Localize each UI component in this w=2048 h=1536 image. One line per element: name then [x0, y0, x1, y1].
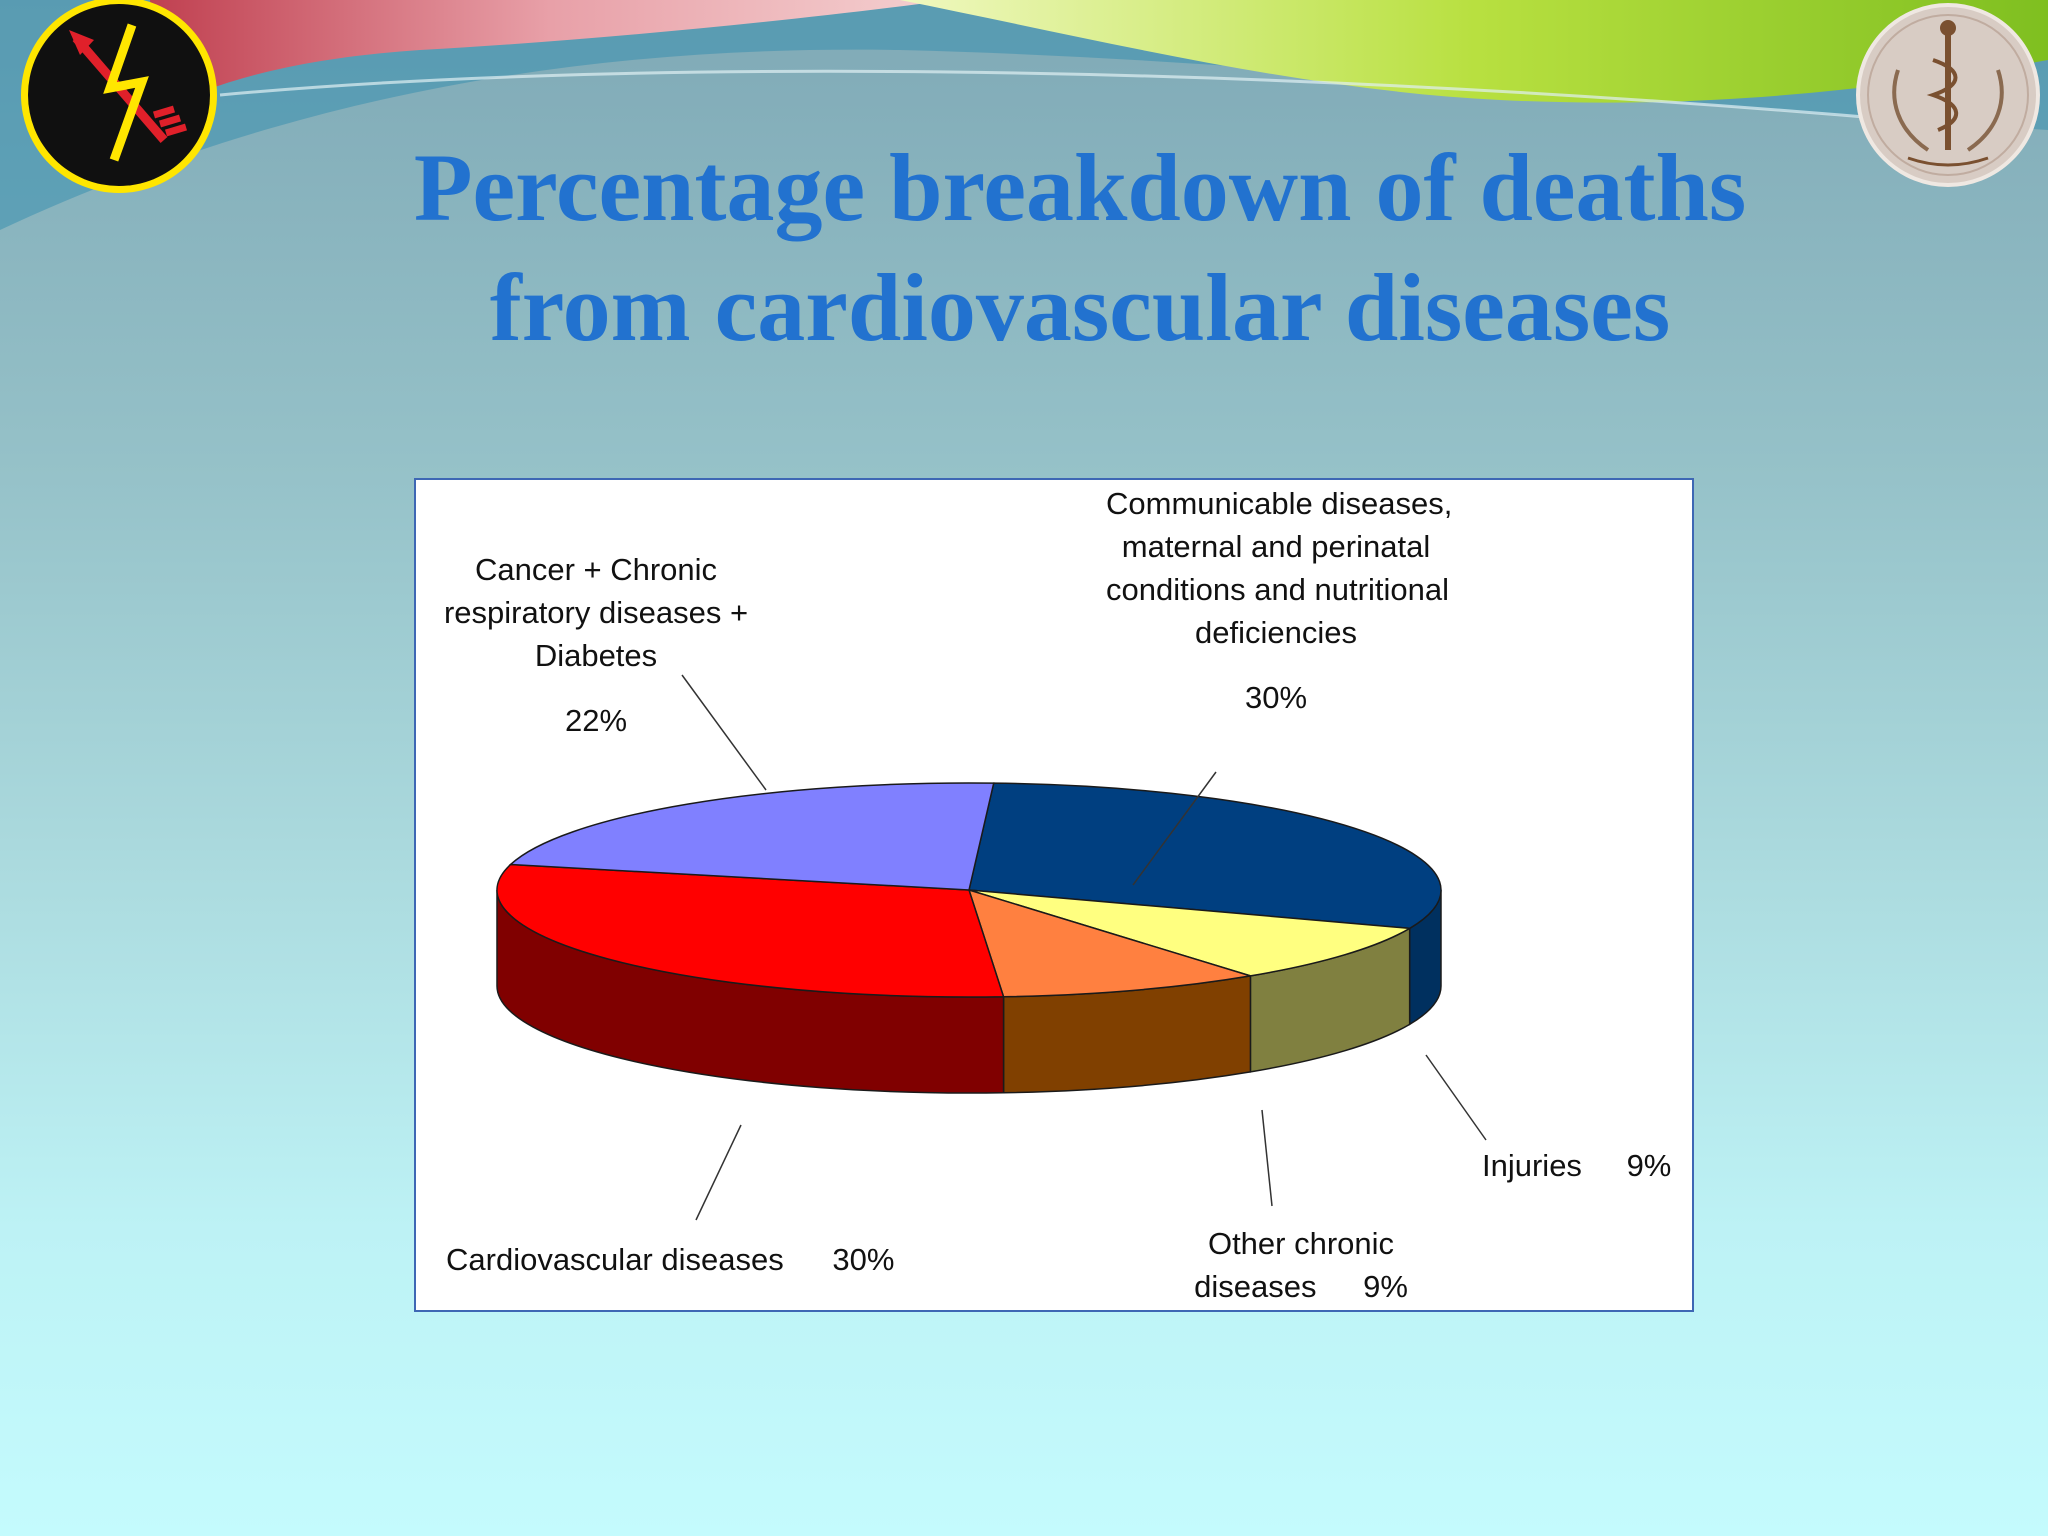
leader-line-1 — [1425, 1054, 1487, 1141]
slice-label-line: diseases — [1194, 1269, 1317, 1304]
slice-label-injuries: Injuries 9% — [1482, 1144, 1682, 1187]
slide-title-line-2: from cardiovascular diseases — [489, 254, 1671, 361]
slice-label-line: Cancer + Chronic — [474, 552, 718, 587]
pie-slice-0 — [968, 782, 1442, 930]
slice-label-line: Diabetes — [534, 638, 658, 673]
slice-label-line: Other chronic — [1207, 1226, 1395, 1261]
slide-title-line-1: Percentage breakdown of deaths — [413, 134, 1747, 241]
slice-label-line: respiratory diseases + — [443, 595, 749, 630]
slice-percent-label: 9% — [1363, 1269, 1408, 1304]
pie-slice-1 — [968, 889, 1413, 977]
slice-label-line: conditions and nutritional — [1106, 572, 1449, 607]
leader-line-2 — [1261, 1109, 1273, 1207]
medical-seal-logo — [1856, 3, 2040, 187]
leader-line-3 — [695, 1124, 742, 1221]
leader-line-0 — [1132, 771, 1217, 886]
slice-label-line: Cardiovascular diseases — [446, 1242, 784, 1277]
slice-percent-label: 30% — [1244, 680, 1308, 715]
slice-label-line: Injuries — [1482, 1148, 1582, 1183]
pie-slice-2 — [967, 888, 1251, 998]
leader-line-4 — [681, 674, 767, 791]
lightning-emblem-logo — [21, 0, 217, 193]
slice-label-line: maternal and perinatal — [1121, 529, 1431, 564]
slice-label-line: deficiencies — [1195, 615, 1357, 650]
slice-label-cardiovascular: Cardiovascular diseases 30% — [446, 1238, 894, 1281]
slice-label-cancer-respiratory-diabetes: Cancer + Chronic respiratory diseases + … — [416, 548, 776, 742]
slice-percent-label: 30% — [832, 1242, 895, 1277]
pie-chart-3d — [496, 674, 1487, 1221]
pie-slice-3 — [496, 863, 1005, 998]
slice-percent-label: 9% — [1626, 1148, 1672, 1183]
slide-banner — [0, 0, 2048, 230]
pie-chart-panel: Communicable diseases, maternal and peri… — [414, 478, 1694, 1312]
slice-label-communicable: Communicable diseases, maternal and peri… — [1106, 482, 1453, 719]
slide-title: Percentage breakdown of deaths from card… — [260, 128, 1900, 368]
slice-label-other-chronic: Other chronic diseases 9% — [1176, 1222, 1426, 1308]
slice-label-line: Communicable diseases, — [1106, 486, 1453, 521]
slice-percent-label: 22% — [564, 703, 628, 738]
pie-slice-4 — [508, 782, 995, 891]
